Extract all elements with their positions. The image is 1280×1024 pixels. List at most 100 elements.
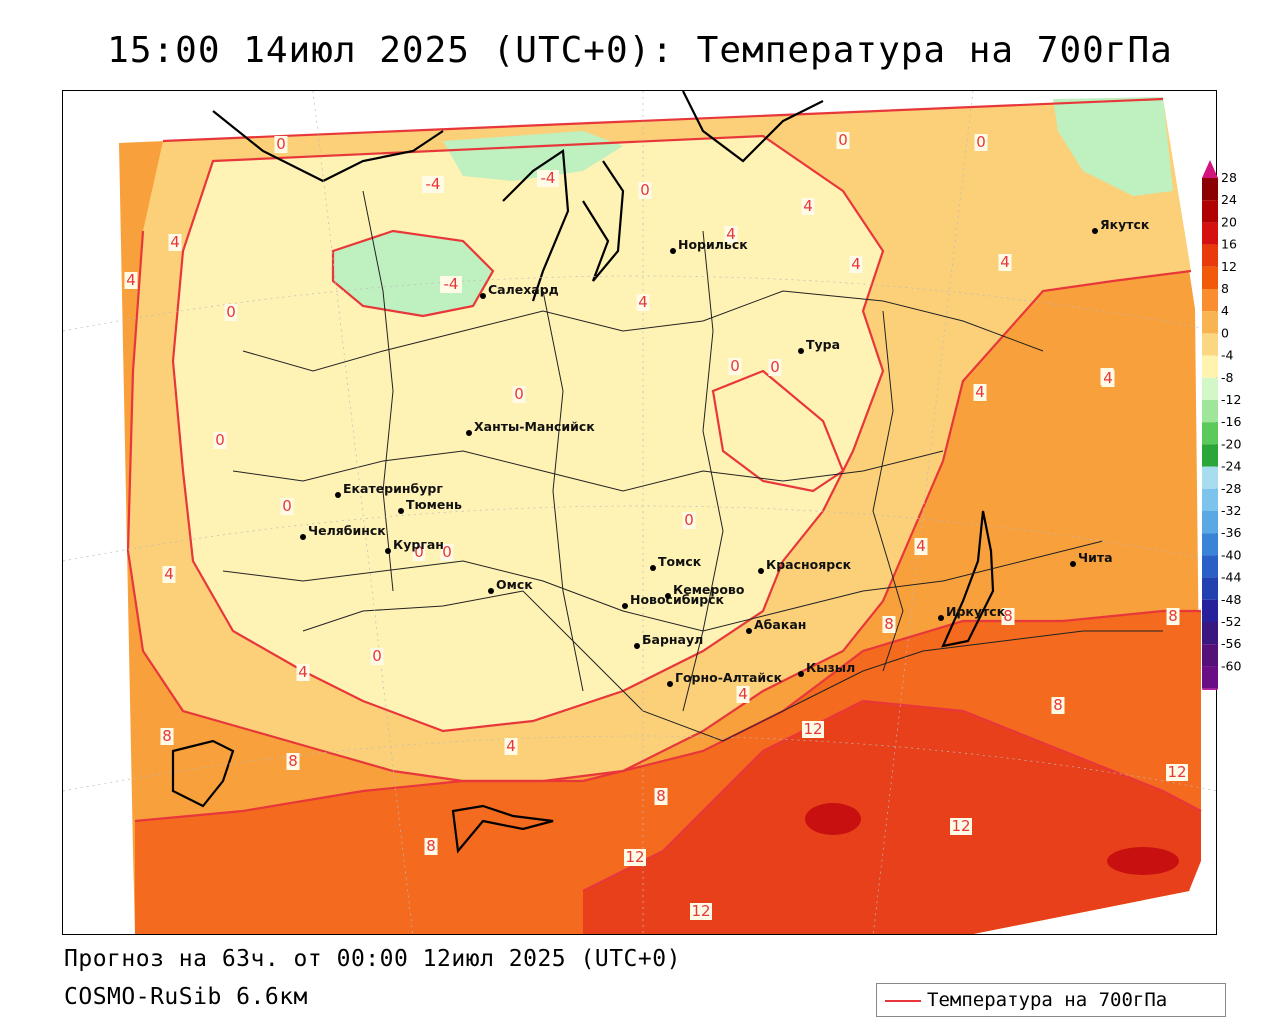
isotherm-label-bg xyxy=(162,566,176,583)
region-borders-4 xyxy=(362,190,394,592)
isotherm-label: 8 xyxy=(1053,696,1063,714)
colorbar-swatch xyxy=(1202,444,1218,467)
isotherm-label: 0 xyxy=(215,431,225,449)
colorbar-swatch xyxy=(1202,266,1218,289)
city-label: Екатеринбург xyxy=(343,481,443,496)
zone-very-warm xyxy=(583,701,1201,934)
isotherm-label-bg xyxy=(636,294,650,311)
isotherm-label-bg xyxy=(1166,764,1188,781)
colorbar-tick-label: -12 xyxy=(1221,392,1241,407)
isotherm-label: 8 xyxy=(1003,607,1013,625)
colorbar: 28 24 20 16 12 8 4 0 -4 -8 -12 -16 -20 -24 -28 -32 -36 -4… xyxy=(1202,160,1241,690)
legend-line-swatch xyxy=(885,1000,921,1002)
isotherm-label: 0 xyxy=(282,497,292,515)
colorbar-tick-label: 12 xyxy=(1221,259,1237,274)
isotherm-label: 4 xyxy=(1103,369,1113,387)
isotherm-label: 12 xyxy=(951,817,970,835)
isotherm-label-bg xyxy=(1051,697,1065,714)
legend-label: Температура на 700гПа xyxy=(927,989,1168,1011)
isotherm-label: 0 xyxy=(226,303,236,321)
city-marker xyxy=(667,681,673,687)
isotherm-label: 0 xyxy=(514,385,524,403)
isotherm-label: 8 xyxy=(884,615,894,633)
isotherm-label: 0 xyxy=(414,543,424,561)
city-marker xyxy=(398,508,404,514)
isotherm-12 xyxy=(582,699,1202,892)
colorbar-tick-label: -32 xyxy=(1221,503,1241,518)
colorbar-swatch xyxy=(1202,333,1218,356)
isotherm-label: 4 xyxy=(298,663,308,681)
coastline-north xyxy=(212,110,444,183)
isotherm-label-bg xyxy=(624,849,646,866)
colorbar-bottom-arrow xyxy=(1202,688,1218,690)
colorbar-swatch xyxy=(1202,355,1218,378)
forecast-info: Прогноз на 63ч. от 00:00 12июл 2025 (UTC… xyxy=(64,946,681,972)
colorbar-swatch xyxy=(1202,422,1218,445)
isotherm-label-bg xyxy=(849,256,863,273)
isotherm-label-bg xyxy=(160,728,174,745)
city-label: Красноярск xyxy=(766,557,852,572)
city-label: Тюмень xyxy=(406,497,462,512)
colorbar-swatch xyxy=(1202,400,1218,423)
isotherm-label-bg xyxy=(537,170,559,187)
city-label: Кемерово xyxy=(673,582,745,597)
isotherm-label: 12 xyxy=(803,720,822,738)
colorbar-swatch xyxy=(1202,622,1218,645)
isotherm-label: 0 xyxy=(770,358,780,376)
zone-cool-west xyxy=(333,231,493,316)
isotherm-label: 12 xyxy=(625,848,644,866)
isotherm-label-bg xyxy=(280,498,294,515)
region-borders-5 xyxy=(542,290,584,692)
colorbar-swatch xyxy=(1202,533,1218,556)
colorbar-swatch xyxy=(1202,200,1218,223)
colorbar-tick-label: -16 xyxy=(1221,414,1241,429)
isotherm-label-bg xyxy=(974,134,988,151)
city-label: Новосибирск xyxy=(630,592,725,607)
colorbar-top-arrow xyxy=(1202,160,1218,178)
region-borders-6 xyxy=(682,230,724,712)
isotherm-label-bg xyxy=(914,538,928,555)
chart-title: 15:00 14июл 2025 (UTC+0): Температура на… xyxy=(107,30,1173,71)
city-label: Томск xyxy=(658,554,702,569)
isotherm-label-bg xyxy=(370,648,384,665)
isotherm-0-inner xyxy=(711,369,845,493)
colorbar-swatch xyxy=(1202,644,1218,667)
isotherm-label-bg xyxy=(724,226,738,243)
isotherm-label-bg xyxy=(836,132,850,149)
colorbar-tick-label: 8 xyxy=(1221,281,1229,296)
isotherm-label-bg xyxy=(296,664,310,681)
city-label: Чита xyxy=(1078,550,1113,565)
isotherm-label: 12 xyxy=(691,902,710,920)
isotherm-label-bg xyxy=(1166,608,1180,625)
region-borders-2 xyxy=(232,450,944,492)
city-label: Якутск xyxy=(1100,217,1150,232)
isotherm-label: 0 xyxy=(684,511,694,529)
isotherm-label: -4 xyxy=(426,175,441,193)
isotherm-label-bg xyxy=(882,616,896,633)
colorbar-tick-label: -40 xyxy=(1221,547,1241,562)
isotherm-label: 4 xyxy=(1000,253,1010,271)
colorbar-tick-label: -24 xyxy=(1221,459,1241,474)
isotherm-label: 4 xyxy=(851,255,861,273)
colorbar-tick-label: -20 xyxy=(1221,436,1241,451)
isotherm-label-bg xyxy=(274,136,288,153)
isotherm-label: 8 xyxy=(656,787,666,805)
colorbar-tick-label: -60 xyxy=(1221,658,1241,673)
colorbar-tick-label: -8 xyxy=(1221,370,1234,385)
isotherm-minus4-west xyxy=(331,229,495,318)
lake-baikal xyxy=(941,510,995,648)
isotherm-label: 0 xyxy=(442,543,452,561)
isotherm-label: 0 xyxy=(640,181,650,199)
city-marker xyxy=(335,492,341,498)
isotherm-label: 4 xyxy=(638,293,648,311)
zone-hottest-2 xyxy=(1107,847,1179,875)
colorbar-tick-label: 0 xyxy=(1221,325,1229,340)
isotherm-label: 4 xyxy=(803,197,813,215)
isotherm-label: 8 xyxy=(288,752,298,770)
isotherm-label: 0 xyxy=(276,135,286,153)
legend: Температура на 700гПа xyxy=(876,983,1226,1017)
isotherm-label-bg xyxy=(690,903,712,920)
colorbar-tick-label: -44 xyxy=(1221,570,1241,585)
colorbar-swatch xyxy=(1202,666,1218,689)
coastline-yamal xyxy=(502,149,570,302)
